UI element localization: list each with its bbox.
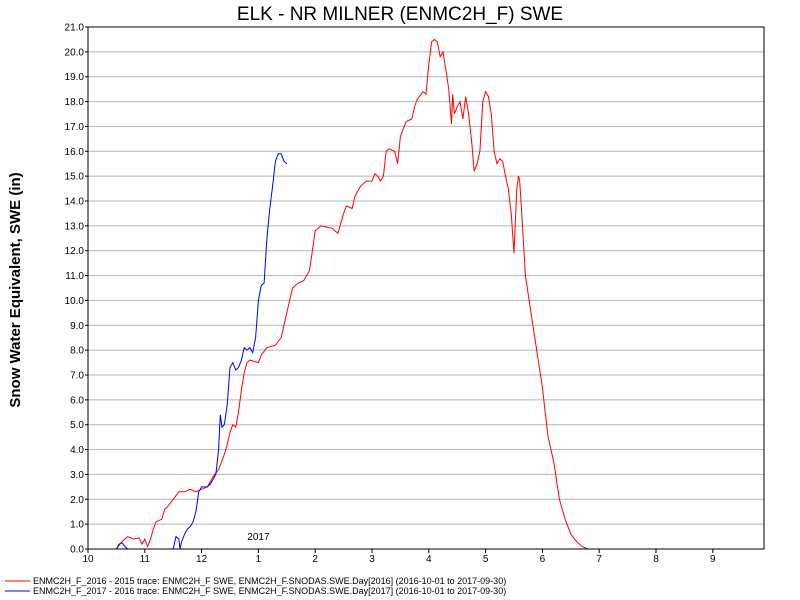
x-tick-label: 4: [426, 554, 432, 565]
y-tick-label: 15.0: [65, 172, 85, 183]
y-tick-label: 4.0: [70, 445, 84, 456]
y-tick-label: 2.0: [70, 495, 84, 506]
x-tick-label: 12: [196, 554, 208, 565]
gridlines: [88, 26, 764, 550]
series-lines: [88, 38, 600, 550]
y-tick-label: 20.0: [65, 47, 85, 58]
y-tick-label: 17.0: [65, 122, 85, 133]
y-axis-label: Snow Water Equivalent, SWE (in): [7, 172, 24, 407]
y-tick-label: 5.0: [70, 420, 84, 431]
series-line-1: [88, 38, 600, 550]
axis-ticks: 0.01.02.03.04.05.06.07.08.09.010.011.012…: [65, 23, 716, 566]
y-tick-label: 3.0: [70, 470, 84, 481]
y-tick-label: 9.0: [70, 321, 84, 332]
legend: ENMC2H_F_2016 - 2015 trace: ENMC2H_F SWE…: [5, 576, 506, 596]
x-tick-label: 7: [596, 554, 602, 565]
y-tick-label: 7.0: [70, 371, 84, 382]
x-tick-label: 9: [710, 554, 716, 565]
x-tick-label: 3: [369, 554, 375, 565]
y-tick-label: 1.0: [70, 520, 84, 531]
y-tick-label: 13.0: [65, 221, 85, 232]
plot-frame: [87, 26, 765, 550]
x-tick-label: 1: [256, 554, 262, 565]
y-tick-label: 0.0: [70, 545, 84, 556]
y-tick-label: 12.0: [65, 246, 85, 257]
y-tick-label: 11.0: [65, 271, 84, 282]
chart-title: ELK - NR MILNER (ENMC2H_F) SWE: [237, 4, 563, 25]
x-tick-label: 8: [653, 554, 659, 565]
x-tick-label: 5: [483, 554, 489, 565]
x-tick-label: 6: [540, 554, 546, 565]
y-tick-label: 16.0: [65, 147, 85, 158]
y-tick-label: 10.0: [65, 296, 85, 307]
y-tick-label: 14.0: [65, 197, 85, 208]
y-tick-label: 21.0: [65, 23, 85, 34]
legend-entry-1: ENMC2H_F_2016 - 2015 trace: ENMC2H_F SWE…: [33, 576, 506, 586]
y-tick-label: 6.0: [70, 395, 84, 406]
year-label: 2017: [247, 532, 270, 543]
x-tick-label: 10: [82, 554, 94, 565]
y-tick-label: 19.0: [65, 72, 85, 83]
legend-entry-2: ENMC2H_F_2017 - 2016 trace: ENMC2H_F SWE…: [33, 586, 506, 596]
y-tick-label: 8.0: [70, 346, 84, 357]
x-tick-label: 11: [140, 554, 151, 565]
series-line-2: [88, 153, 288, 550]
x-tick-label: 2: [312, 554, 318, 565]
y-tick-label: 18.0: [65, 97, 85, 108]
